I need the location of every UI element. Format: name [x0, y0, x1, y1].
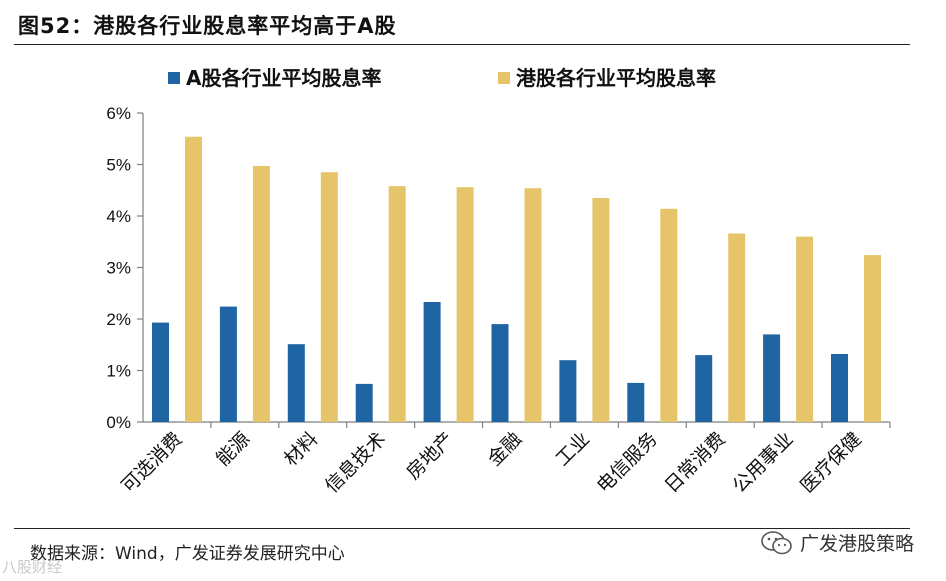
- y-tick-label: 5%: [106, 156, 131, 175]
- bar-hk-share-5: [524, 188, 542, 422]
- x-tick-label: 医疗保健: [796, 428, 865, 497]
- bar-a-share-3: [355, 383, 373, 422]
- y-tick-label: 3%: [106, 259, 131, 278]
- x-tick-label: 材料: [280, 428, 322, 470]
- bar-hk-share-4: [456, 187, 474, 422]
- x-tick-label: 房地产: [402, 428, 458, 484]
- y-tick-label: 6%: [106, 104, 131, 123]
- bar-a-share-6: [559, 360, 577, 422]
- legend-label-hk-share: 港股各行业平均股息率: [516, 66, 716, 90]
- title-divider: [14, 44, 910, 45]
- x-tick-label: 能源: [212, 428, 254, 470]
- x-tick-label: 公用事业: [728, 428, 797, 497]
- x-tick-label: 日常消费: [660, 428, 729, 497]
- wechat-icon: [761, 530, 792, 554]
- legend-swatch-hk-share: [498, 72, 510, 84]
- legend-swatch-a-share: [168, 72, 180, 84]
- bar-hk-share-7: [660, 208, 678, 422]
- bar-hk-share-1: [252, 166, 270, 422]
- chart-legend: A股各行业平均股息率 港股各行业平均股息率: [168, 66, 716, 90]
- bar-a-share-7: [627, 382, 645, 422]
- legend-label-a-share: A股各行业平均股息率: [186, 66, 381, 90]
- x-tick-label: 金融: [484, 428, 526, 470]
- figure-title: 图52：港股各行业股息率平均高于A股: [18, 14, 397, 38]
- bar-hk-share-0: [185, 136, 202, 422]
- x-tick-label: 工业: [552, 428, 594, 470]
- x-tick-label: 信息技术: [321, 428, 390, 497]
- wechat-account-badge: 广发港股策略: [760, 529, 914, 556]
- y-tick-label: 0%: [106, 413, 131, 432]
- bar-a-share-0: [152, 322, 169, 422]
- source-note: 数据来源：Wind，广发证券发展研究中心: [30, 544, 345, 564]
- x-tick-label: 可选消费: [117, 428, 186, 497]
- bar-hk-share-9: [796, 236, 814, 422]
- bar-a-share-9: [763, 334, 781, 422]
- watermark: 八股财经: [2, 558, 63, 576]
- y-tick-label: 1%: [106, 362, 131, 381]
- bar-a-share-10: [831, 354, 848, 422]
- bar-a-share-4: [423, 302, 441, 422]
- bar-hk-share-6: [592, 198, 610, 422]
- y-tick-label: 4%: [106, 207, 131, 226]
- source-divider: [14, 528, 910, 529]
- bar-hk-share-8: [728, 233, 746, 422]
- bar-a-share-8: [695, 355, 713, 422]
- bar-a-share-2: [287, 344, 305, 422]
- x-tick-label: 电信服务: [593, 428, 662, 497]
- account-name: 广发港股策略: [799, 533, 914, 555]
- chart-bars: [152, 136, 891, 428]
- y-tick-label: 2%: [106, 310, 131, 329]
- bar-hk-share-10: [864, 255, 881, 422]
- bar-a-share-5: [491, 324, 509, 422]
- bar-a-share-1: [219, 306, 237, 422]
- bar-hk-share-3: [388, 186, 406, 422]
- y-axis-ticks: 0% 1% 2% 3% 4% 5% 6%: [106, 104, 143, 432]
- bar-hk-share-2: [320, 172, 338, 422]
